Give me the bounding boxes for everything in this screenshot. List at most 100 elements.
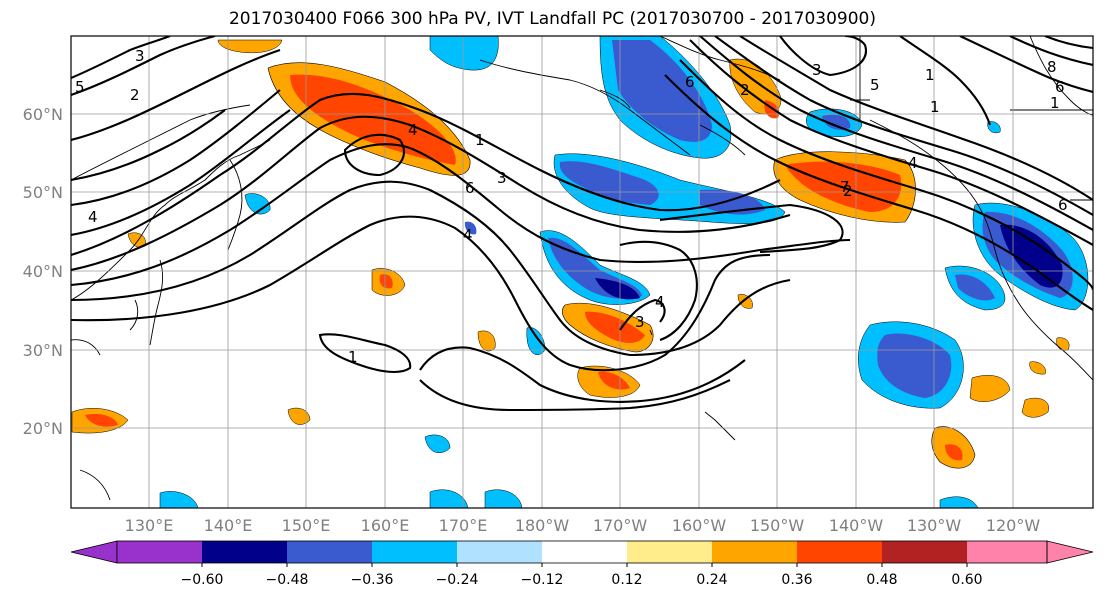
contour-label: 2 <box>740 81 750 99</box>
colorbar-tick-label: 0.48 <box>866 572 897 588</box>
contour-label: 4 <box>908 154 918 172</box>
pv-contour <box>71 143 851 287</box>
colorbar-segment <box>202 541 287 563</box>
colorbar-segment <box>967 541 1047 563</box>
lat-label: 20°N <box>23 419 63 438</box>
contour-label: 5 <box>75 78 85 96</box>
colorbar-tick-label: 0.24 <box>696 572 727 588</box>
pv-contour <box>689 39 1093 246</box>
lat-label: 30°N <box>23 341 63 360</box>
lat-label: 50°N <box>23 183 63 202</box>
pv-contour <box>71 89 281 207</box>
pv-contour <box>71 115 791 272</box>
colorbar-tick-label: −0.12 <box>521 572 564 588</box>
pv-contour <box>659 203 844 254</box>
colorbar-tick-label: 0.12 <box>611 572 642 588</box>
pv-contour <box>959 36 1093 94</box>
pv-contour <box>699 36 1093 231</box>
contour-label: 6 <box>1055 78 1065 96</box>
contour-label: 3 <box>812 61 822 79</box>
contour-label: 4 <box>463 226 473 244</box>
contour-label: 2 <box>843 182 853 200</box>
lat-label: 40°N <box>23 262 63 281</box>
colorbar-tick-label: −0.48 <box>266 572 309 588</box>
colorbar-segment <box>797 541 882 563</box>
contour-label: 1 <box>930 98 940 116</box>
contour-label: 4 <box>655 293 665 311</box>
coastline-layer <box>71 36 1093 501</box>
pv-contour <box>739 36 1093 201</box>
pv-contour <box>419 346 746 403</box>
contour-label: 3 <box>635 313 645 331</box>
lat-label: 60°N <box>23 105 63 124</box>
colorbar-segment <box>542 541 627 563</box>
colorbar: −0.60 −0.48 −0.36 −0.24 −0.12 0.12 0.24 … <box>70 540 1094 588</box>
lon-label: 170°W <box>593 516 648 535</box>
pv-contour <box>619 240 698 341</box>
pv-contour <box>679 59 1093 291</box>
pv-contour <box>71 215 771 372</box>
coastline-alaska <box>479 59 691 156</box>
colorbar-segment <box>117 541 202 563</box>
longitude-labels: 130°E 140°E 150°E 160°E 170°E 180°W 170°… <box>125 516 1041 535</box>
contour-label: 1 <box>348 348 358 366</box>
lon-label: 150°W <box>750 516 805 535</box>
pv-contour <box>664 74 1093 311</box>
coastline-asia <box>71 139 271 301</box>
map-title: 2017030400 F066 300 hPa PV, IVT Landfall… <box>228 9 876 29</box>
lon-label: 130°W <box>907 516 962 535</box>
pv-contour <box>71 109 291 237</box>
pv-contour <box>71 49 281 142</box>
contour-label: 6 <box>685 73 695 91</box>
graticule-layer <box>71 36 1093 508</box>
contour-label: 3 <box>497 169 507 187</box>
pv-contour <box>71 109 226 182</box>
colorbar-segment <box>882 541 967 563</box>
lon-label: 150°E <box>282 516 331 535</box>
lon-label: 130°E <box>125 516 174 535</box>
lon-label: 140°W <box>829 516 884 535</box>
colorbar-min-extend <box>70 540 118 564</box>
contour-label: 3 <box>135 47 145 65</box>
contour-label: 7 <box>840 178 850 196</box>
pv-contour <box>779 36 867 77</box>
lon-label: 160°W <box>672 516 727 535</box>
pv-contour <box>419 379 731 412</box>
pv-contour <box>343 133 405 177</box>
pv-contour <box>71 92 781 257</box>
colorbar-tick-label: −0.24 <box>436 572 479 588</box>
pv-contour <box>714 36 1093 216</box>
colorbar-tick-label: −0.60 <box>181 572 224 588</box>
lon-label: 160°E <box>361 516 410 535</box>
contour-label-layer: 4 3 2 5 1 6 4 3 1 7 2 4 1 8 5 6 1 3 2 6 … <box>75 47 1068 366</box>
contour-label: 6 <box>1058 196 1068 214</box>
lon-label: 140°E <box>204 516 253 535</box>
contour-label: 1 <box>1050 94 1060 112</box>
colorbar-segment <box>712 541 797 563</box>
colorbar-frame <box>116 540 1048 564</box>
lon-label: 120°W <box>986 516 1041 535</box>
colorbar-tick-label: 0.60 <box>951 572 982 588</box>
contour-label: 4 <box>408 121 418 139</box>
colorbar-max-extend <box>1046 540 1094 564</box>
contour-label: 8 <box>1047 58 1057 76</box>
pv-contour <box>899 36 991 126</box>
shading-layer <box>71 36 1089 508</box>
contour-label: 4 <box>88 208 98 226</box>
pv-contour <box>71 36 216 96</box>
lon-label: 170°E <box>439 516 488 535</box>
contour-label: 6 <box>465 179 475 197</box>
contour-label: 5 <box>870 76 880 94</box>
colorbar-tick-label: 0.36 <box>781 572 812 588</box>
pv-contour <box>318 333 412 374</box>
colorbar-segment <box>287 541 372 563</box>
colorbar-segment <box>457 541 542 563</box>
latitude-labels: 60°N 50°N 40°N 30°N 20°N <box>23 105 63 438</box>
contour-label: 1 <box>925 66 935 84</box>
contour-label: 1 <box>475 131 485 149</box>
contour-label: 2 <box>130 86 140 104</box>
pv-contour-layer <box>71 36 1093 412</box>
coastline-north-america <box>869 119 1093 381</box>
pv-contour <box>619 298 666 331</box>
